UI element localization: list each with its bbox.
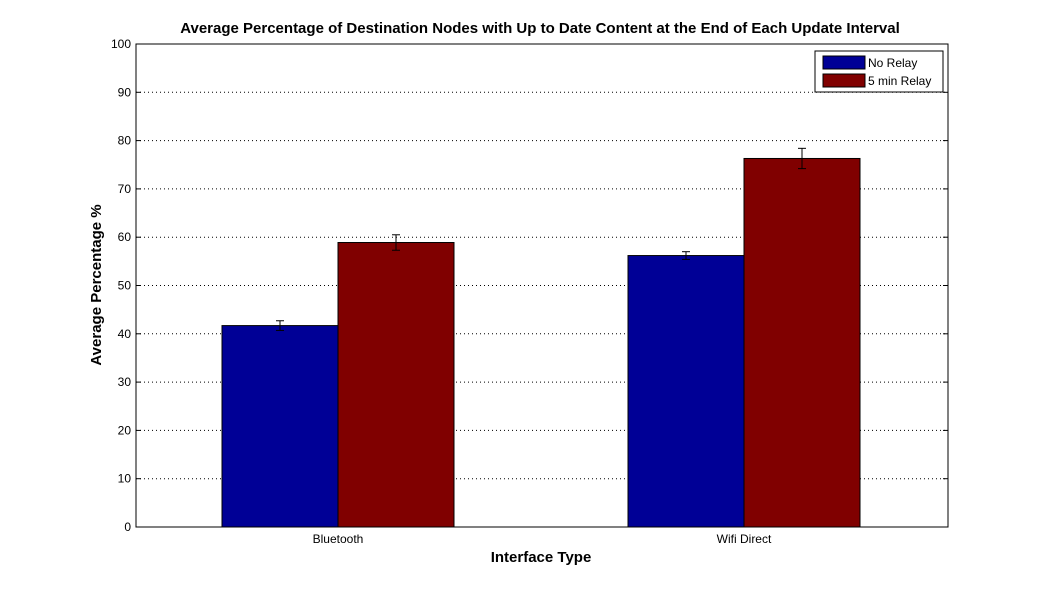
y-tick-label: 90 xyxy=(118,85,132,99)
y-tick-label: 70 xyxy=(118,182,132,196)
bar-no-relay-bluetooth xyxy=(221,325,339,528)
x-tick-label: Bluetooth xyxy=(313,532,364,546)
y-tick-label: 0 xyxy=(124,520,131,534)
x-axis-label: Interface Type xyxy=(491,549,592,566)
axis-ticks: 0 10 20 30 40 50 60 70 80 90 100 Bluetooth Wifi Dire… xyxy=(111,37,948,546)
y-tick-label: 30 xyxy=(118,375,132,389)
legend: No Relay 5 min Relay xyxy=(814,50,944,93)
y-tick-label: 100 xyxy=(111,37,131,51)
bar-no-relay-wifi-direct xyxy=(627,255,745,528)
y-tick-label: 10 xyxy=(118,472,132,486)
y-tick-label: 80 xyxy=(118,134,132,148)
y-tick-label: 50 xyxy=(118,279,132,293)
bar-5-min-relay-bluetooth xyxy=(337,242,455,528)
y-axis-label: Average Percentage % xyxy=(88,204,105,365)
bar-5-min-relay-wifi-direct xyxy=(743,157,861,528)
error-bars xyxy=(276,147,806,331)
bars xyxy=(221,157,861,528)
y-tick-label: 20 xyxy=(118,423,132,437)
y-tick-label: 40 xyxy=(118,327,132,341)
legend-label: No Relay xyxy=(868,56,917,70)
legend-swatch xyxy=(822,73,866,88)
y-tick-label: 60 xyxy=(118,230,132,244)
chart-title: Average Percentage of Destination Nodes … xyxy=(180,20,900,37)
legend-swatch xyxy=(822,55,866,70)
legend-label: 5 min Relay xyxy=(868,74,931,88)
x-tick-label: Wifi Direct xyxy=(717,532,772,546)
